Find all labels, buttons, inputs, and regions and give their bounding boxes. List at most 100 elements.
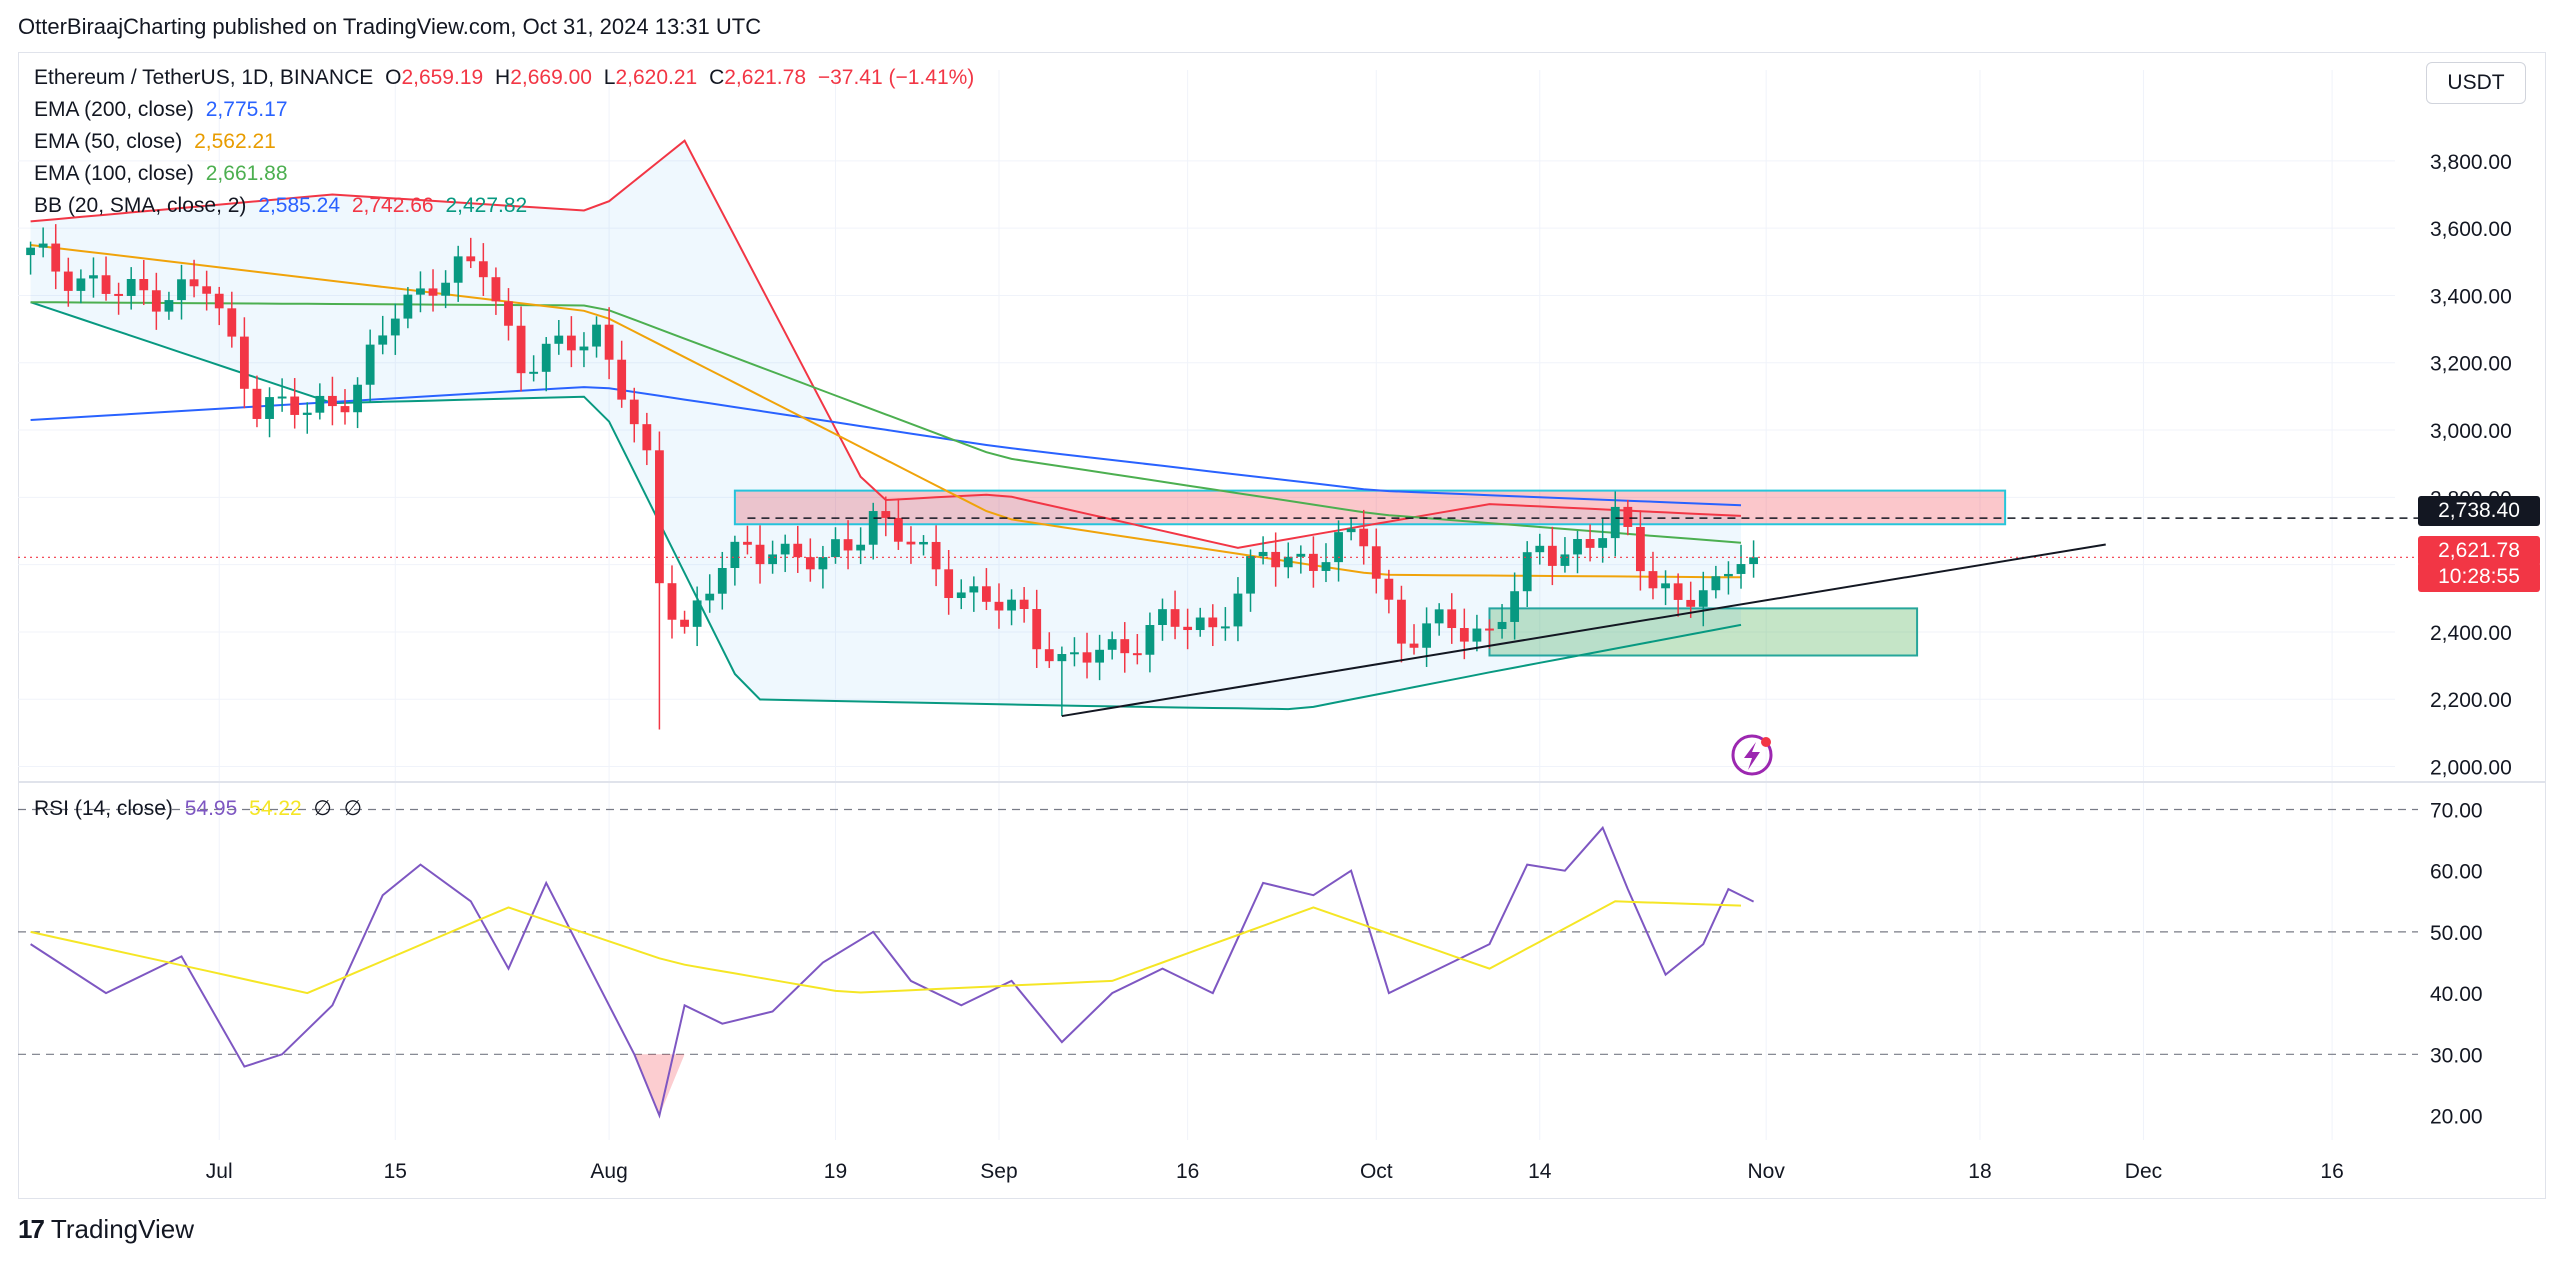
candle-body [881,511,891,518]
candle-body [428,288,438,296]
candle-body [1472,628,1482,642]
candle-body [994,601,1004,611]
price-axis-label: 3,800.00 [2430,151,2512,174]
time-axis-label: 16 [1176,1160,1199,1183]
candle-body [1246,556,1255,594]
candle-body [541,343,551,372]
rsi-label: RSI (14, close) [34,797,173,820]
tradingview-logo[interactable]: 17 TradingView [18,1214,194,1245]
candle-body [315,395,325,413]
symbol-legend[interactable]: Ethereum / TetherUS, 1D, BINANCE O2,659.… [34,66,980,90]
candle-body [265,397,274,419]
candle-body [328,395,337,407]
candle-body [1283,556,1293,568]
candle-body [26,247,35,256]
bb-legend[interactable]: BB (20, SMA, close, 2) 2,585.24 2,742.66… [34,194,533,218]
currency-button[interactable]: USDT [2426,62,2526,104]
candle-body [516,325,526,374]
candle-body [1321,562,1331,571]
time-axis-label: 16 [2320,1160,2343,1183]
candle-body [51,243,61,272]
open-value: 2,659.19 [401,66,484,89]
candle-body [818,557,828,570]
candle-body [378,335,388,345]
candle-body [592,324,601,347]
price-axis-label: 3,600.00 [2430,218,2512,241]
candle-body [705,593,715,601]
rsi-extra-1: ∅ [313,797,332,820]
candle-body [1397,599,1406,644]
candle-body [1107,639,1117,650]
bb-lower-value: 2,427.82 [445,194,528,217]
level-price-label: 2,738.40 [2418,496,2540,526]
candle-body [1711,576,1721,591]
candle-body [1145,625,1155,655]
candle-body [1535,545,1545,553]
rsi-oversold-fill [634,1054,685,1116]
candle-body [1560,554,1570,566]
ema100-value: 2,661.88 [205,162,288,185]
time-axis-label: 19 [824,1160,847,1183]
candle-body [931,541,941,570]
price-candles [26,224,1758,730]
candle-body [554,335,564,344]
candle-body [692,600,702,627]
countdown-label: 10:28:55 [2418,562,2540,592]
candle-body [743,541,752,545]
candle-body [1309,553,1318,571]
candle-body [529,371,539,374]
candle-body [919,541,928,545]
candle-body [856,544,866,551]
bb-upper-value: 2,742.66 [351,194,434,217]
grid [18,70,2546,1140]
time-axis-label: Nov [1747,1160,1785,1183]
change-value: −37.41 (−1.41%) [817,66,975,89]
high-label: H [495,66,511,89]
candle-body [868,511,878,545]
candle-body [717,568,727,594]
candle-body [151,290,161,312]
candle-body [1371,546,1381,579]
candle-body [629,399,639,425]
candle-body [1686,599,1696,607]
ema100-legend[interactable]: EMA (100, close) 2,661.88 [34,162,294,186]
candle-body [390,318,400,336]
bb-label: BB (20, SMA, close, 2) [34,194,247,217]
time-axis-label: Oct [1360,1160,1393,1183]
candle-body [1635,526,1645,572]
price-axis-label: 3,200.00 [2430,353,2512,376]
bollinger-bands [30,139,1742,711]
rsi-legend[interactable]: RSI (14, close) 54.95 54.22 ∅ ∅ [34,796,368,821]
candle-body [1195,617,1205,631]
candle-body [1208,617,1218,628]
rsi-axis-label: 20.00 [2430,1106,2483,1129]
ema200-legend[interactable]: EMA (200, close) 2,775.17 [34,98,294,122]
close-value: 2,621.78 [724,66,806,89]
candle-body [1057,654,1067,662]
candle-body [1497,621,1507,630]
candle-body [1070,652,1079,655]
candle-body [730,541,740,569]
candle-body [1359,528,1369,547]
candle-body [1623,506,1633,527]
candle-body [1384,578,1394,600]
candle-body [780,543,790,555]
chart-frame [18,52,2546,1199]
rsi-line [30,825,1755,1119]
candle-body [793,543,803,558]
candle-body [1648,571,1658,589]
open-label: O [385,66,402,89]
candle-body [139,278,149,291]
rsi-ma-value: 54.22 [249,797,302,820]
candle-body [1170,609,1180,627]
candle-body [1132,653,1142,656]
ema50-legend[interactable]: EMA (50, close) 2,562.21 [34,130,282,154]
time-axis-label: Jul [206,1160,233,1183]
time-axis-label: 14 [1528,1160,1552,1183]
candle-body [1095,649,1104,663]
flash-icon[interactable] [1731,734,1773,776]
axes: 3,800.00 3,600.00 3,400.00 3,200.00 3,000.00… [206,151,2512,1183]
publisher-header: OtterBiraajCharting published on Trading… [18,14,762,39]
candle-body [1120,639,1130,654]
